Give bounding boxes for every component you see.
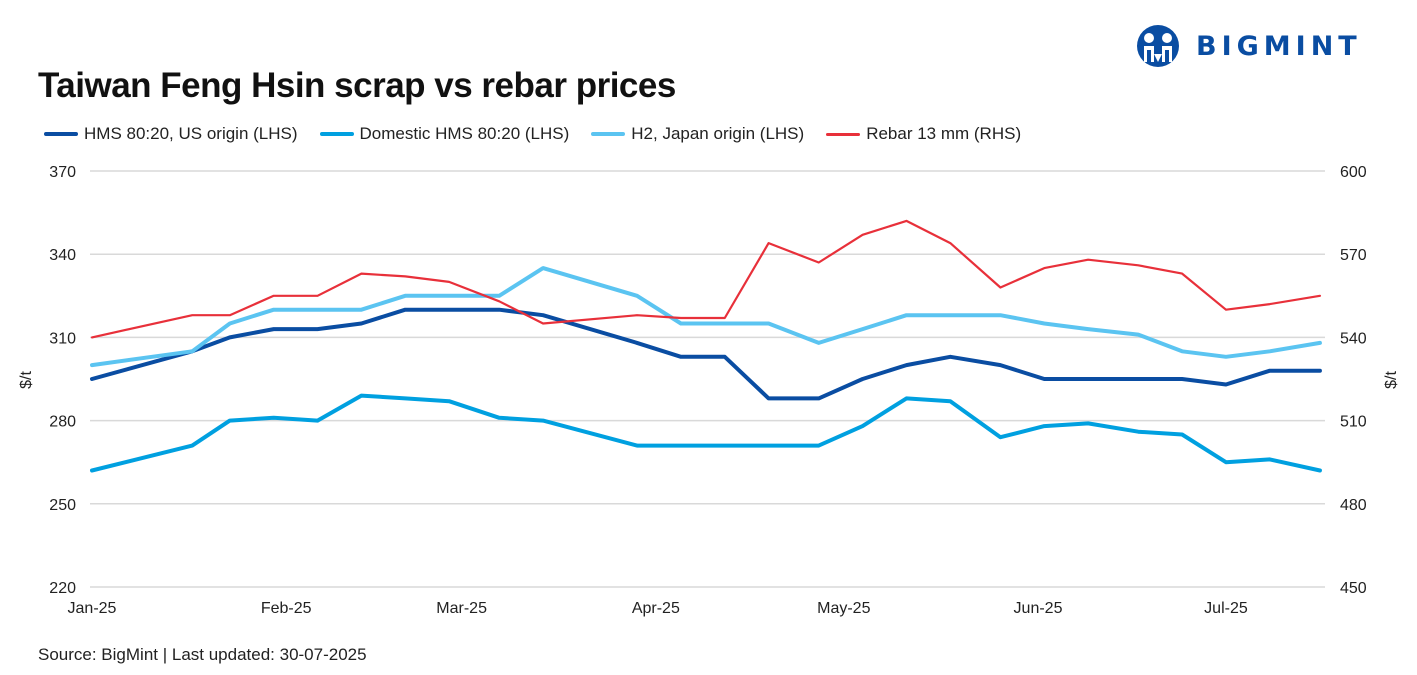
y-axis-label-right: $/t [1383,371,1400,389]
legend-swatch [319,132,354,136]
series-line-3 [90,266,1322,368]
legend-swatch [44,132,78,136]
series-line-1 [90,307,1322,401]
x-tick-label: May-25 [817,600,870,617]
y-tick-right: 510 [1340,414,1367,431]
source-note: Source: BigMint | Last updated: 30-07-20… [38,645,367,664]
chart-title: Taiwan Feng Hsin scrap vs rebar prices [38,66,676,105]
y-tick-right: 450 [1340,580,1367,597]
series-line-2 [90,393,1322,473]
y-tick-right: 480 [1340,497,1367,514]
y-axis-label-left: $/t [18,371,35,389]
x-tick-label: Jun-25 [1014,600,1063,617]
legend-label: HMS 80:20, US origin (LHS) [84,124,298,143]
y-tick-left: 250 [49,497,76,514]
series-line-4 [90,219,1322,339]
legend-item: H2, Japan origin (LHS) [591,124,804,144]
x-tick-label: Apr-25 [632,600,680,617]
legend-item: HMS 80:20, US origin (LHS) [44,124,298,144]
x-tick-label: Jan-25 [68,600,117,617]
y-tick-left: 220 [49,580,76,597]
y-tick-right: 570 [1340,247,1367,264]
y-tick-left: 310 [49,330,76,347]
bigmint-logo-icon [1137,25,1179,67]
legend-item: Rebar 13 mm (RHS) [826,124,1021,144]
legend-item: Domestic HMS 80:20 (LHS) [319,124,570,144]
logo-text: BIGMINT [1196,30,1362,62]
legend-swatch [826,132,861,136]
legend-label: H2, Japan origin (LHS) [631,124,805,143]
x-tick-label: Jul-25 [1204,600,1248,617]
x-tick-label: Mar-25 [436,600,487,617]
legend-label: Rebar 13 mm (RHS) [866,124,1022,143]
bigmint-logo: BIGMINT [1132,24,1362,68]
y-tick-left: 340 [49,247,76,264]
legend: HMS 80:20, US origin (LHS) Domestic HMS 8… [44,124,1043,144]
y-tick-left: 280 [49,414,76,431]
legend-label: Domestic HMS 80:20 (LHS) [359,124,570,143]
x-tick-label: Feb-25 [261,600,312,617]
y-tick-right: 600 [1340,164,1367,181]
y-tick-left: 370 [49,164,76,181]
y-tick-right: 540 [1340,330,1367,347]
legend-swatch [591,132,626,136]
